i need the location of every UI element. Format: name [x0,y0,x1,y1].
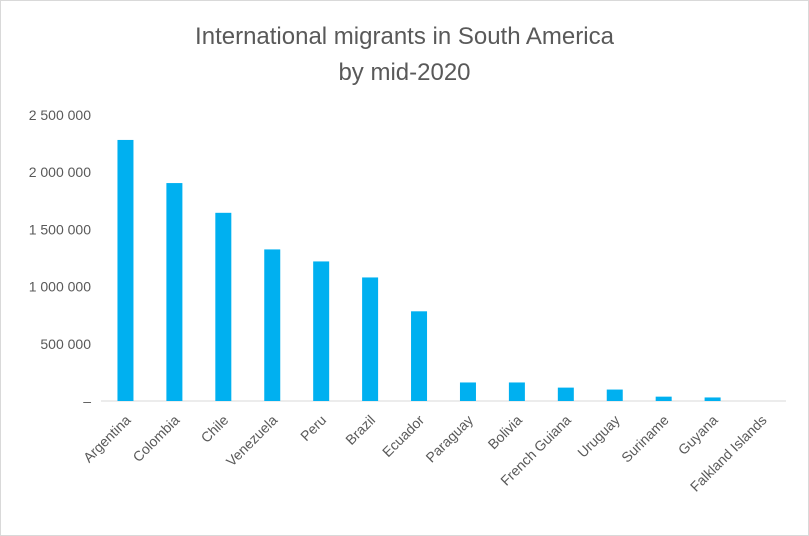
bar-argentina [117,140,133,401]
y-tick-label: 1 500 000 [29,221,91,237]
bar-brazil [362,277,378,401]
x-tick-label: Guyana [675,412,721,458]
x-tick-label: Ecuador [379,412,427,460]
bar-venezuela [264,249,280,401]
bar-guyana [705,397,721,401]
bar-ecuador [411,311,427,401]
y-tick-label: 2 500 000 [29,107,91,123]
x-tick-label: Paraguay [422,412,476,466]
y-tick-label: 2 000 000 [29,164,91,180]
x-tick-label: Brazil [342,412,378,448]
bar-peru [313,261,329,401]
x-tick-label: Bolivia [485,412,526,453]
y-tick-label: – [83,393,91,409]
bar-colombia [166,183,182,401]
y-tick-label: 1 000 000 [29,279,91,295]
x-tick-label: Peru [297,412,329,444]
bar-bolivia [509,382,525,401]
x-tick-label: Colombia [129,412,182,465]
bar-uruguay [607,390,623,401]
bar-chile [215,213,231,401]
bar-french-guiana [558,388,574,401]
x-tick-label: Argentina [80,412,134,466]
x-tick-label: Uruguay [574,412,623,461]
x-tick-label: Suriname [618,412,672,466]
y-tick-label: 500 000 [40,336,91,352]
bar-suriname [656,397,672,401]
x-tick-label: Venezuela [223,412,281,470]
x-tick-label: Chile [198,412,232,446]
bar-paraguay [460,382,476,401]
